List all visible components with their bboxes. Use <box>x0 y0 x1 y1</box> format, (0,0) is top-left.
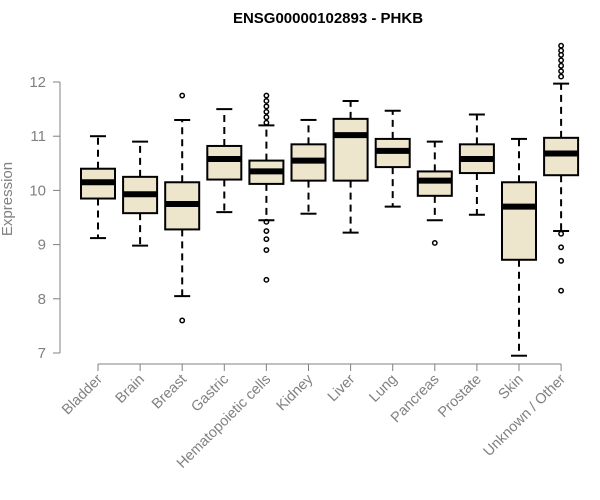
iqr-box <box>332 117 369 182</box>
box-unknown-other <box>543 42 580 294</box>
outlier-point <box>558 62 565 69</box>
y-tick-label: 8 <box>38 291 46 308</box>
outlier-point <box>431 240 438 246</box>
x-tick-label: Lung <box>366 372 400 406</box>
box-skin <box>501 137 537 357</box>
box-hematopoietic-cells <box>248 92 285 283</box>
outlier-point <box>263 228 270 235</box>
outlier-point <box>558 57 565 64</box>
box-brain <box>122 140 159 247</box>
y-axis-title: Expression <box>0 162 16 236</box>
outlier-point <box>263 218 270 225</box>
x-tick-label: Skin <box>496 372 527 403</box>
box-pancreas <box>416 140 453 246</box>
outlier-point <box>263 119 270 126</box>
outlier-point <box>263 98 270 104</box>
box-lung <box>374 109 411 208</box>
outlier-point <box>263 236 270 243</box>
box-series <box>80 42 580 357</box>
outlier-point <box>179 317 186 324</box>
outlier-point <box>558 244 565 251</box>
outlier-point <box>263 276 270 283</box>
x-tick-label: Brain <box>113 372 148 407</box>
x-tick-label: Kidney <box>274 371 317 414</box>
chart-title: ENSG00000102893 - PHKB <box>233 10 423 27</box>
x-tick-label: Prostate <box>435 372 484 421</box>
outlier-point <box>558 230 565 237</box>
box-liver <box>332 99 369 234</box>
y-tick-label: 7 <box>38 345 46 362</box>
outlier-point <box>263 103 270 110</box>
outlier-point <box>263 92 270 99</box>
outlier-point <box>263 247 270 253</box>
x-tick-label: Breast <box>149 372 190 413</box>
box-gastric <box>206 108 243 214</box>
outlier-point <box>558 42 565 49</box>
iqr-box <box>206 144 243 181</box>
outlier-point <box>263 108 270 115</box>
box-prostate <box>458 113 495 216</box>
box-kidney <box>290 118 327 215</box>
y-tick-label: 12 <box>29 74 46 91</box>
y-tick-label: 10 <box>29 182 46 199</box>
outlier-point <box>558 47 565 54</box>
x-tick-label: Liver <box>325 371 359 405</box>
outlier-point <box>558 68 565 75</box>
outlier-point <box>179 92 186 99</box>
outlier-point <box>558 73 565 80</box>
box-breast <box>164 92 201 324</box>
outlier-point <box>558 287 565 294</box>
box-bladder <box>80 135 116 240</box>
y-axis: 7 8 9 10 11 12 <box>29 74 61 362</box>
x-tick-label: Bladder <box>59 371 106 418</box>
outlier-point <box>263 114 270 121</box>
y-tick-label: 11 <box>30 128 46 145</box>
iqr-box <box>501 181 537 261</box>
y-tick-label: 9 <box>38 237 46 254</box>
outlier-point <box>558 257 565 264</box>
